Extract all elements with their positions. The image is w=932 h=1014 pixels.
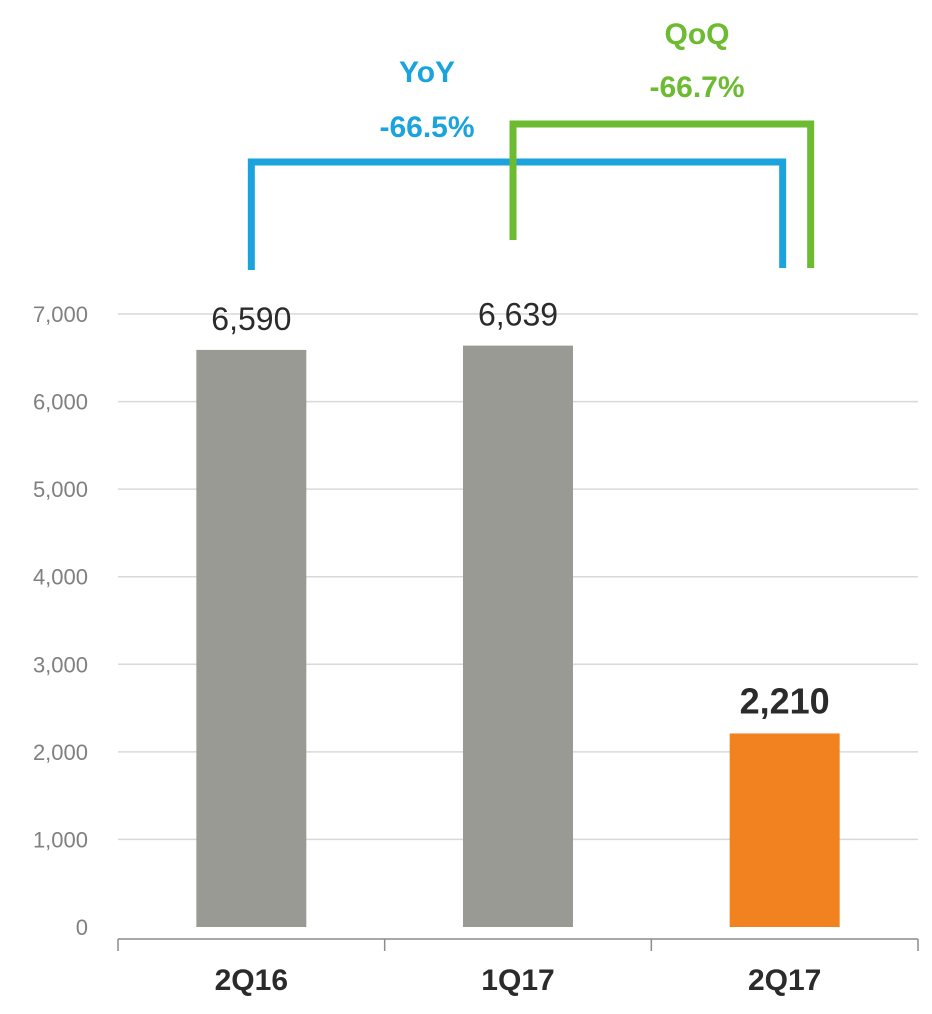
- annotation-value: -66.5%: [379, 111, 474, 144]
- annotation-label: QoQ: [665, 18, 730, 51]
- x-tick-label: 2Q16: [215, 964, 288, 997]
- y-tick-label: 0: [76, 915, 88, 940]
- y-tick-label: 3,000: [33, 652, 88, 677]
- y-tick-label: 2,000: [33, 740, 88, 765]
- bar-1q17: [463, 345, 573, 927]
- data-label: 6,590: [211, 301, 291, 337]
- y-tick-label: 1,000: [33, 827, 88, 852]
- x-tick-label: 1Q17: [481, 964, 554, 997]
- data-label: 2,210: [740, 680, 830, 721]
- y-tick-label: 5,000: [33, 477, 88, 502]
- bar-2q17: [729, 733, 840, 927]
- annotation-value: -66.7%: [649, 71, 744, 104]
- x-tick-label: 2Q17: [748, 964, 821, 997]
- y-tick-label: 7,000: [33, 302, 88, 327]
- bar-2q16: [196, 349, 307, 927]
- annotation-label: YoY: [399, 56, 455, 89]
- comparison-bracket-yoy: [247, 158, 787, 270]
- y-tick-label: 6,000: [33, 390, 88, 415]
- comparison-bracket-qoq: [509, 120, 815, 268]
- data-label: 6,639: [478, 297, 558, 333]
- y-tick-label: 4,000: [33, 565, 88, 590]
